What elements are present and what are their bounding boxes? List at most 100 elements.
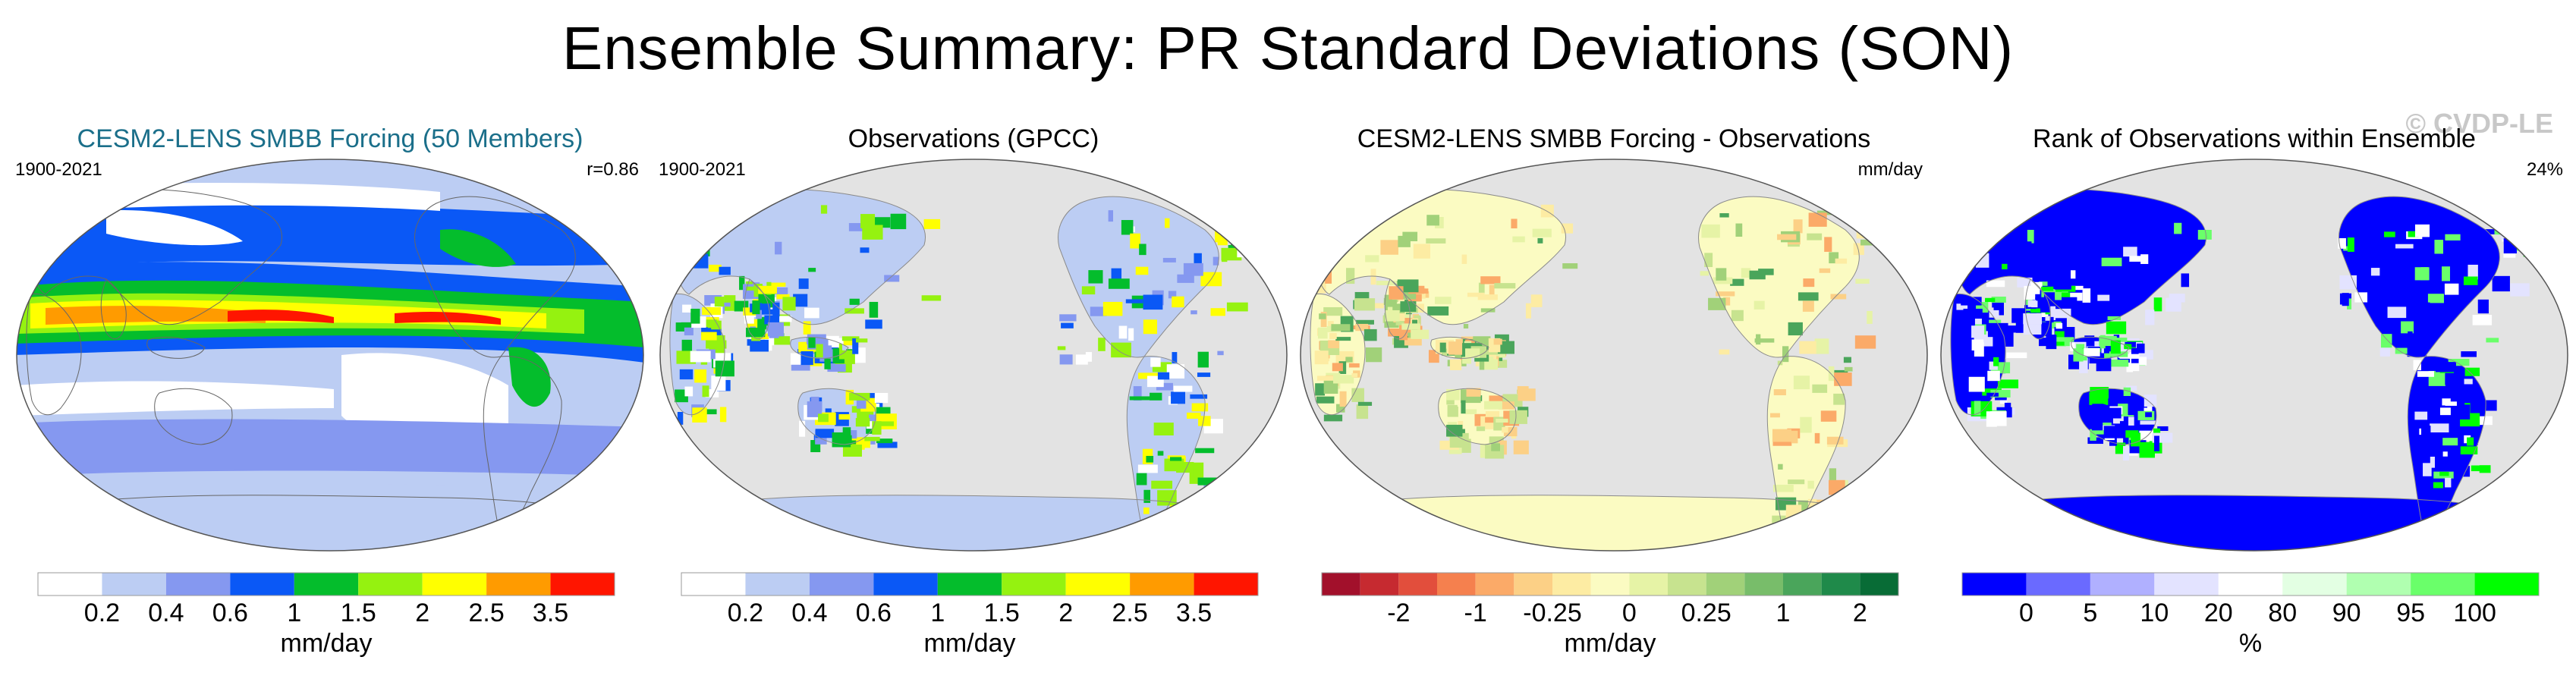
- colorbar-swatch: [809, 573, 874, 596]
- colorbar-swatch: [745, 573, 810, 596]
- panel-title: CESM2-LENS SMBB Forcing - Observations: [1357, 124, 1871, 153]
- world-map: [659, 159, 1288, 552]
- colorbar-swatch: [1514, 573, 1552, 596]
- colorbar-swatch: [1962, 573, 2027, 596]
- colorbar-border: [1321, 572, 1899, 596]
- colorbar-tick-label: 10: [2140, 599, 2169, 627]
- colorbar-tick-label: 1.5: [341, 599, 376, 627]
- colorbar-swatch: [1744, 573, 1783, 596]
- colorbar: 0.2 0.4 0.6 1 1.5 2 2.5 3.5 mm/day: [681, 572, 1259, 658]
- colorbar-swatch: [1629, 573, 1668, 596]
- colorbar-swatch: [38, 573, 102, 596]
- colorbar-swatch: [1821, 573, 1860, 596]
- colorbar-swatch: [422, 573, 487, 596]
- colorbar: 0.2 0.4 0.6 1 1.5 2 2.5 3.5 mm/day: [37, 572, 615, 658]
- panel-period-label: 1900-2021: [659, 159, 746, 180]
- colorbar-swatch: [1398, 573, 1437, 596]
- colorbar-swatch: [2474, 573, 2539, 596]
- colorbar-border: [37, 572, 615, 596]
- colorbar-tick-label: 1: [287, 599, 301, 627]
- colorbar-swatch: [1194, 573, 1258, 596]
- figure-title: Ensemble Summary: PR Standard Deviations…: [561, 14, 2015, 82]
- colorbar-tick-label: 1: [1776, 599, 1791, 627]
- colorbar-tick-label: 0.4: [148, 599, 184, 627]
- colorbar-swatch: [294, 573, 359, 596]
- colorbar-swatch: [2218, 573, 2283, 596]
- colorbar: -2 -1 -0.25 0 0.25 1 2 mm/day: [1321, 572, 1899, 658]
- colorbar-swatch: [102, 573, 166, 596]
- colorbar-swatch: [1065, 573, 1131, 596]
- map-panel-2: Observations (GPCC) 1900-2021 0.2 0.4 0.6 1 1.…: [659, 114, 1288, 675]
- map-panel-4: Rank of Observations within Ensemble 24% 0…: [1939, 114, 2569, 675]
- colorbar-tick-label: 5: [2083, 599, 2097, 627]
- colorbar-label: mm/day: [924, 629, 1016, 658]
- colorbar-tick-label: 100: [2453, 599, 2496, 627]
- colorbar-swatch: [2154, 573, 2219, 596]
- colorbar-tick-label: 0: [1622, 599, 1637, 627]
- colorbar-swatch: [1668, 573, 1706, 596]
- colorbar-tick-label: 0.6: [212, 599, 248, 627]
- colorbar-tick-label: 0.25: [1681, 599, 1731, 627]
- colorbar-swatch: [2346, 573, 2411, 596]
- colorbar-swatch: [1437, 573, 1476, 596]
- colorbar-swatch: [2026, 573, 2090, 596]
- colorbar-border: [681, 572, 1259, 596]
- colorbar-swatch: [1002, 573, 1066, 596]
- colorbar-tick-label: 0: [2019, 599, 2033, 627]
- colorbar-tick-label: 3.5: [1176, 599, 1212, 627]
- colorbar-swatch: [550, 573, 615, 596]
- colorbar-tick-label: 2: [415, 599, 429, 627]
- colorbar-swatch: [1590, 573, 1630, 596]
- colorbar-tick-label: 2.5: [1112, 599, 1147, 627]
- watermark: © CVDP-LE: [2405, 108, 2553, 139]
- panel-stat-label: mm/day: [1857, 159, 1923, 180]
- panel-stat-label: r=0.86: [587, 159, 639, 180]
- colorbar-tick-label: 2: [1853, 599, 1867, 627]
- colorbar-swatch: [2090, 573, 2155, 596]
- colorbar-tick-label: -0.25: [1523, 599, 1582, 627]
- colorbar-swatch: [358, 573, 423, 596]
- panel-period-label: 1900-2021: [15, 159, 102, 180]
- colorbar-swatch: [486, 573, 551, 596]
- colorbar-swatch: [1322, 573, 1360, 596]
- colorbar-swatch: [1552, 573, 1591, 596]
- colorbar: 0 5 10 20 80 90 95 100%: [1961, 572, 2540, 658]
- colorbar-tick-label: -1: [1464, 599, 1487, 627]
- colorbar-swatch: [2282, 573, 2347, 596]
- colorbar-swatch: [1360, 573, 1399, 596]
- colorbar-swatch: [1706, 573, 1745, 596]
- colorbar-tick-label: 2: [1058, 599, 1073, 627]
- colorbar-tick-label: 0.6: [856, 599, 892, 627]
- colorbar-tick-label: 95: [2396, 599, 2425, 627]
- colorbar-label: mm/day: [281, 629, 373, 658]
- panel-title: Observations (GPCC): [848, 124, 1099, 153]
- colorbar-swatch: [681, 573, 746, 596]
- colorbar-tick-label: 3.5: [533, 599, 568, 627]
- colorbar-tick-label: 90: [2332, 599, 2361, 627]
- colorbar-tick-label: 80: [2268, 599, 2297, 627]
- map-panel-1: CESM2-LENS SMBB Forcing (50 Members) 1900…: [15, 114, 645, 675]
- colorbar-swatch: [937, 573, 1002, 596]
- colorbar-label: mm/day: [1565, 629, 1656, 658]
- colorbar-tick-label: 1.5: [984, 599, 1020, 627]
- world-map: [16, 159, 644, 552]
- colorbar-swatch: [1783, 573, 1822, 596]
- colorbar-tick-label: 0.4: [791, 599, 827, 627]
- colorbar-tick-label: 1: [930, 599, 945, 627]
- colorbar-tick-label: -2: [1387, 599, 1410, 627]
- panel-title: CESM2-LENS SMBB Forcing (50 Members): [77, 124, 583, 153]
- colorbar-swatch: [2411, 573, 2475, 596]
- colorbar-tick-label: 20: [2204, 599, 2233, 627]
- colorbar-swatch: [165, 573, 231, 596]
- colorbar-tick-label: 2.5: [468, 599, 504, 627]
- world-map: [1940, 159, 2568, 552]
- colorbar-swatch: [873, 573, 938, 596]
- colorbar-border: [1961, 572, 2540, 596]
- panel-stat-label: 24%: [2526, 159, 2563, 180]
- colorbar-swatch: [230, 573, 294, 596]
- colorbar-label: %: [2239, 629, 2262, 658]
- map-panel-3: CESM2-LENS SMBB Forcing - Observations mm…: [1299, 114, 1929, 675]
- colorbar-swatch: [1130, 573, 1194, 596]
- colorbar-tick-label: 0.2: [84, 599, 120, 627]
- world-map: [1300, 159, 1928, 552]
